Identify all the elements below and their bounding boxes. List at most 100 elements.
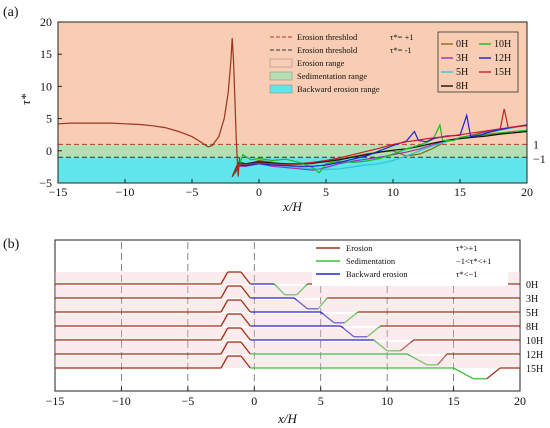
- x-tick-label-b: 20: [514, 394, 526, 408]
- panel-a-label: (a): [3, 5, 19, 20]
- sedimentation-range-band: [58, 144, 527, 158]
- series-line-1: [231, 124, 528, 177]
- row-label: 5H: [526, 308, 538, 319]
- row-profile-segment: [240, 299, 251, 313]
- row-label: 3H: [526, 294, 538, 305]
- legend-b-name: Erosion: [346, 243, 373, 253]
- row-label: 12H: [526, 350, 543, 361]
- y-tick-label: 20: [40, 15, 52, 29]
- legend-series-box: [437, 31, 519, 93]
- row-label: 8H: [526, 322, 538, 333]
- legend-threshold-eq: τ*= +1: [390, 32, 414, 42]
- row-track-band: [55, 314, 520, 326]
- legend-range-name: Sedimentation range: [297, 71, 367, 81]
- row-profile-segment: [373, 339, 388, 352]
- legend-b-eq: −1<τ*<+1: [456, 256, 491, 266]
- row-profile-segment: [273, 283, 286, 296]
- legend-series-name: 12H: [494, 53, 511, 64]
- series-line-6: [231, 108, 528, 177]
- panel-b: 0H 3H 5H 8H 10H 12H 15H −15 −10 −5 0 5 10 15 20 x/H Eros…: [46, 239, 543, 426]
- panel-a: −15 −10 −5 0 5 10 15 20 −5 0 5 10 15 20 1−1 x/H τ* Erosio…: [18, 15, 546, 214]
- row-profile-segment: [240, 341, 251, 355]
- backward-range-band: [58, 157, 527, 183]
- plot-frame-a: [57, 21, 528, 184]
- legend-threshold-eq: τ*= -1: [390, 45, 412, 55]
- row-track-band: [55, 342, 520, 354]
- row-profile-segment: [437, 353, 448, 366]
- x-tick-label-b: −15: [46, 394, 65, 408]
- legend-series-name: 5H: [456, 67, 468, 78]
- row-profile-segment: [317, 297, 328, 310]
- row-profile-segment: [240, 313, 251, 327]
- row-profile-segment: [293, 297, 308, 310]
- row-profile-segment: [320, 311, 335, 324]
- row-profile-segment: [366, 325, 381, 338]
- x-tick-label: 20: [521, 185, 533, 199]
- row-profile-segment: [220, 341, 229, 355]
- x-tick-label-b: −10: [112, 394, 131, 408]
- legend-series-name: 15H: [494, 67, 511, 78]
- row-profile-segment: [453, 367, 474, 380]
- series-line-7: [57, 38, 241, 177]
- legend-range-name: Backward erosion range: [297, 84, 380, 94]
- legend-b-name: Backward erosion: [346, 269, 408, 279]
- x-tick-label: 0: [256, 185, 262, 199]
- x-axis-title-b: x/H: [277, 411, 297, 426]
- row-profile-segment: [220, 285, 229, 299]
- x-tick-label: 5: [323, 185, 329, 199]
- series-line-4: [231, 123, 528, 177]
- x-tick-label: 10: [387, 185, 399, 199]
- legend-range-swatch: [269, 84, 293, 94]
- legend-b-eq: τ*>+1: [456, 243, 478, 253]
- y-tick-label: 0: [46, 144, 52, 158]
- legend-threshold-name: Erosion threshold: [297, 45, 358, 55]
- row-profile-segment: [220, 327, 229, 341]
- legend-threshold-name: Erosion threshlod: [297, 32, 358, 42]
- legend-range-name: Erosion range: [297, 58, 345, 68]
- legend-range-swatch: [269, 58, 293, 68]
- legend-series-name: 10H: [494, 39, 511, 50]
- row-profile-segment: [240, 271, 251, 285]
- legend-series-name: 3H: [456, 53, 468, 64]
- y-axis-title: τ*: [18, 93, 33, 105]
- row-profile-segment: [400, 339, 415, 352]
- legend-series-name: 0H: [456, 39, 468, 50]
- row-profile-segment: [220, 271, 229, 285]
- threshold-label-minus: −1: [533, 152, 546, 166]
- row-label: 10H: [526, 336, 543, 347]
- legend-b-eq: τ*<−1: [456, 269, 478, 279]
- x-axis-title: x/H: [282, 199, 302, 214]
- row-profile-segment: [406, 353, 428, 366]
- row-profile-segment: [486, 367, 501, 380]
- row-track-band: [55, 356, 520, 368]
- x-tick-label: 15: [454, 185, 466, 199]
- legend-series-name: 8H: [456, 81, 468, 92]
- x-tick-label: −15: [49, 185, 68, 199]
- row-profile-segment: [240, 327, 251, 341]
- row-profile-segment: [344, 311, 359, 324]
- legend-b-name: Sedimentation: [346, 256, 396, 266]
- row-label: 0H: [526, 280, 538, 291]
- row-profile-segment: [220, 313, 229, 327]
- y-tick-label: −5: [39, 176, 52, 190]
- row-track-band: [55, 286, 520, 298]
- row-track-band: [55, 328, 520, 340]
- row-label: 15H: [526, 364, 543, 375]
- y-tick-label: 5: [46, 112, 52, 126]
- x-tick-label-b: −5: [181, 394, 194, 408]
- row-profile-segment: [240, 355, 251, 369]
- x-tick-label: −10: [116, 185, 135, 199]
- legend-b-box: [312, 241, 508, 285]
- row-profile-segment: [240, 285, 251, 299]
- panel-b-label: (b): [3, 237, 20, 252]
- row-profile-segment: [296, 283, 308, 296]
- threshold-label-plus: 1: [533, 137, 539, 151]
- y-tick-label: 15: [40, 47, 52, 61]
- x-tick-label-b: 0: [251, 394, 257, 408]
- x-tick-label-b: 5: [318, 394, 324, 408]
- row-profile-segment: [220, 355, 229, 369]
- x-tick-label-b: 10: [381, 394, 393, 408]
- legend-range-swatch: [269, 71, 293, 81]
- y-tick-label: 10: [40, 79, 52, 93]
